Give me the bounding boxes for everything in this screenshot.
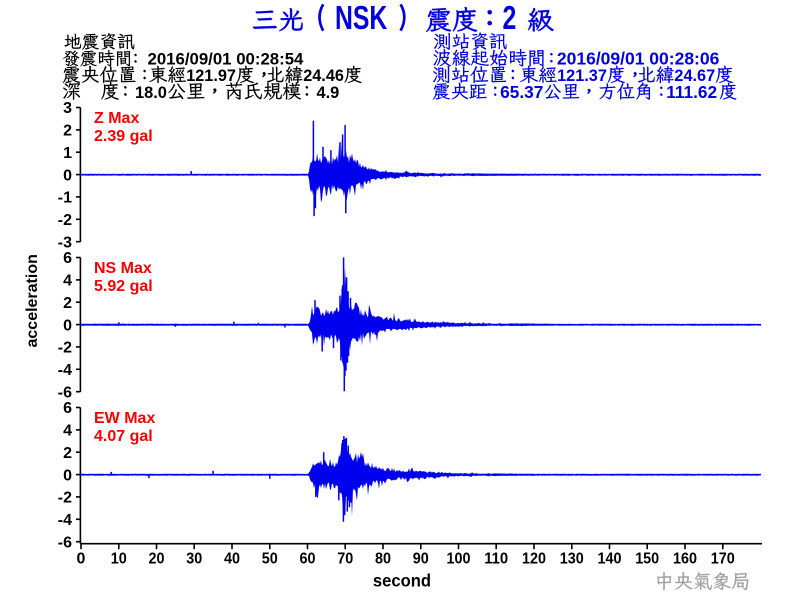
svg-text:4.9: 4.9	[317, 84, 340, 102]
svg-text:110: 110	[484, 551, 508, 568]
svg-text:3: 3	[63, 100, 72, 117]
svg-text:Z Max: Z Max	[94, 110, 139, 127]
svg-text:50: 50	[262, 551, 278, 568]
svg-text:6: 6	[63, 400, 72, 417]
svg-text:-1: -1	[58, 190, 72, 207]
svg-text:40: 40	[224, 551, 240, 568]
svg-text:00:28:06: 00:28:06	[649, 49, 719, 69]
svg-text:5.92 gal: 5.92 gal	[94, 278, 153, 295]
svg-text:10: 10	[111, 551, 127, 568]
svg-text:-6: -6	[58, 384, 72, 401]
svg-text:00:28:54: 00:28:54	[236, 50, 304, 69]
svg-text:0: 0	[63, 467, 72, 484]
svg-text:24.46: 24.46	[303, 67, 344, 85]
svg-text:2: 2	[63, 445, 72, 462]
svg-text:acceleration: acceleration	[24, 254, 41, 347]
svg-text:20: 20	[149, 551, 165, 568]
svg-text:4: 4	[63, 273, 72, 290]
svg-text:NS Max: NS Max	[94, 260, 152, 277]
svg-text:6: 6	[63, 250, 72, 267]
svg-text:4: 4	[63, 423, 72, 440]
svg-text:-2: -2	[58, 340, 72, 357]
svg-text:-3: -3	[58, 234, 72, 251]
svg-text:0: 0	[63, 317, 72, 334]
svg-text:2016/09/01: 2016/09/01	[148, 50, 232, 69]
svg-text:-2: -2	[58, 490, 72, 507]
svg-text:100: 100	[447, 551, 471, 568]
svg-text:2.39 gal: 2.39 gal	[94, 128, 153, 145]
svg-text:second: second	[373, 571, 431, 590]
svg-text:24.67: 24.67	[674, 67, 715, 85]
svg-text:4.07 gal: 4.07 gal	[94, 428, 153, 445]
svg-text:-2: -2	[58, 212, 72, 229]
svg-text:121.97: 121.97	[186, 67, 236, 85]
svg-text:170: 170	[711, 551, 735, 568]
svg-text:NSK: NSK	[335, 0, 387, 37]
svg-text:2: 2	[503, 0, 517, 37]
svg-text:111.62: 111.62	[666, 82, 717, 102]
svg-text:60: 60	[300, 551, 316, 568]
svg-text:130: 130	[560, 551, 584, 568]
svg-text:18.0: 18.0	[135, 84, 167, 102]
svg-text:2: 2	[63, 295, 72, 312]
svg-text:65.37: 65.37	[500, 82, 543, 102]
svg-text:EW Max: EW Max	[94, 410, 155, 427]
svg-text:-4: -4	[58, 512, 72, 529]
svg-text:90: 90	[413, 551, 429, 568]
svg-text:30: 30	[186, 551, 202, 568]
svg-text:2: 2	[63, 123, 72, 140]
svg-text:2016/09/01: 2016/09/01	[557, 49, 645, 69]
svg-text:-4: -4	[58, 362, 72, 379]
svg-text:120: 120	[522, 551, 546, 568]
svg-text:0: 0	[63, 167, 72, 184]
svg-text:140: 140	[598, 551, 622, 568]
svg-text:0: 0	[77, 551, 86, 568]
svg-text:-6: -6	[58, 534, 72, 551]
svg-text:150: 150	[635, 551, 659, 568]
svg-text:70: 70	[337, 551, 353, 568]
svg-text:160: 160	[673, 551, 697, 568]
svg-text:1: 1	[63, 145, 72, 162]
svg-text:121.37: 121.37	[557, 67, 607, 85]
svg-text:80: 80	[375, 551, 391, 568]
